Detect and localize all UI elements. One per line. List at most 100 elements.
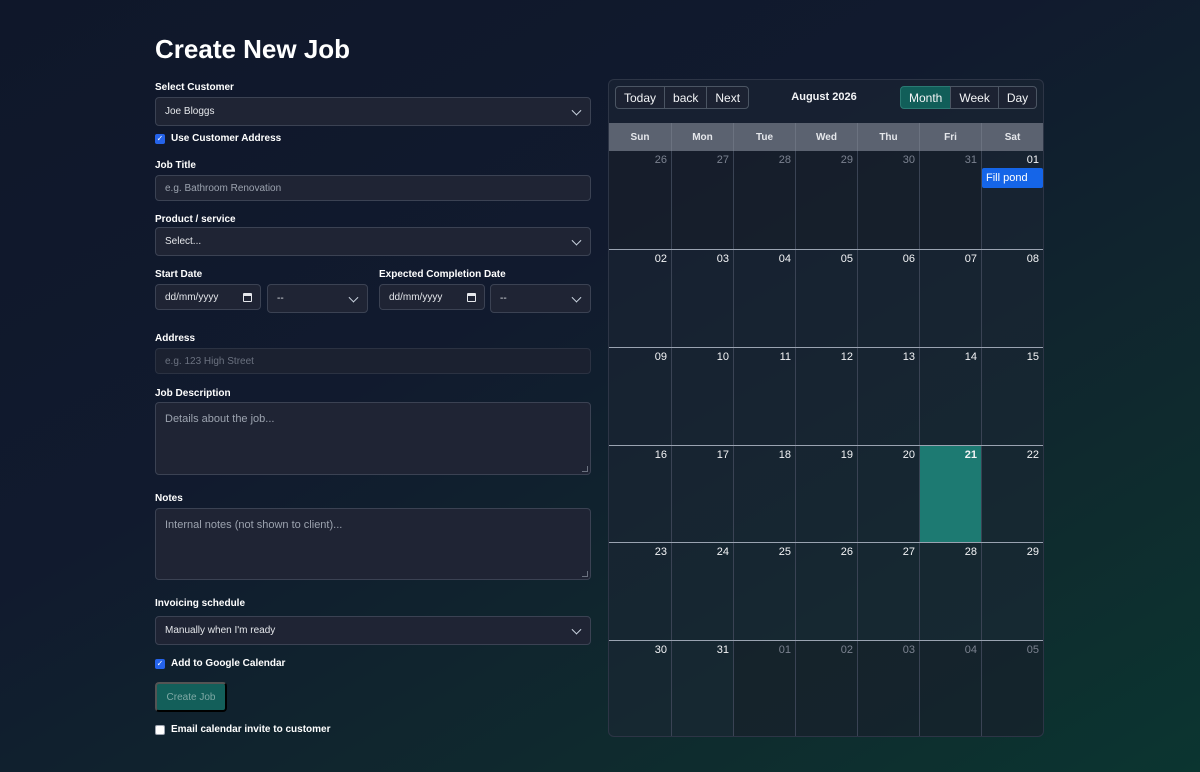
completion-date-input[interactable]: dd/mm/yyyy	[379, 284, 485, 310]
calendar-day-cell[interactable]: 11	[733, 347, 795, 445]
start-date-input[interactable]: dd/mm/yyyy	[155, 284, 261, 310]
day-number[interactable]: 19	[840, 448, 853, 461]
calendar-day-cell[interactable]: 09	[609, 348, 671, 445]
day-number[interactable]: 26	[840, 546, 853, 559]
calendar-day-cell[interactable]: 22	[981, 445, 1043, 543]
use-customer-address-checkbox[interactable]: ✓	[155, 133, 165, 144]
calendar-day-cell[interactable]: 24	[671, 543, 733, 641]
week-view-button[interactable]: Week	[950, 86, 999, 109]
calendar-day-cell[interactable]: 01	[733, 641, 795, 736]
resize-handle-icon[interactable]	[582, 571, 588, 577]
day-number[interactable]: 24	[716, 546, 729, 559]
day-number[interactable]: 10	[716, 350, 729, 363]
calendar-day-cell[interactable]: 01 Fill pond	[981, 151, 1043, 249]
day-number[interactable]: 01	[1026, 154, 1039, 166]
day-number[interactable]: 23	[654, 546, 667, 559]
calendar-day-cell[interactable]: 26	[795, 543, 857, 641]
day-number[interactable]: 04	[778, 252, 791, 265]
description-textarea[interactable]: Details about the job...	[155, 402, 591, 475]
day-number[interactable]: 07	[964, 252, 977, 265]
product-select[interactable]: Select...	[155, 227, 591, 256]
calendar-day-cell[interactable]: 08	[981, 249, 1043, 347]
day-number[interactable]: 22	[1026, 448, 1039, 461]
calendar-day-cell[interactable]: 18	[733, 445, 795, 543]
calendar-day-cell[interactable]: 06	[857, 249, 919, 347]
day-view-button[interactable]: Day	[997, 86, 1038, 109]
day-number[interactable]: 14	[964, 350, 977, 363]
use-customer-address-row[interactable]: ✓ Use Customer Address	[155, 133, 281, 144]
calendar-day-cell[interactable]: 31	[919, 151, 981, 249]
start-time-select[interactable]: --	[267, 284, 368, 313]
day-number[interactable]: 09	[654, 350, 667, 363]
day-number[interactable]: 28	[778, 154, 791, 166]
notes-textarea[interactable]: Internal notes (not shown to client)...	[155, 508, 591, 580]
calendar-icon[interactable]	[467, 293, 476, 302]
calendar-icon[interactable]	[243, 293, 252, 302]
google-calendar-row[interactable]: ✓ Add to Google Calendar	[155, 658, 285, 669]
calendar-day-cell[interactable]: 20	[857, 445, 919, 543]
calendar-day-cell[interactable]: 02	[609, 250, 671, 347]
calendar-day-cell[interactable]: 10	[671, 347, 733, 445]
calendar-day-cell[interactable]: 04	[733, 249, 795, 347]
day-number[interactable]: 30	[654, 644, 667, 657]
day-number[interactable]: 03	[902, 644, 915, 657]
day-number[interactable]: 20	[902, 448, 915, 461]
resize-handle-icon[interactable]	[582, 466, 588, 472]
calendar-day-cell[interactable]: 04	[919, 641, 981, 736]
day-number[interactable]: 06	[902, 252, 915, 265]
calendar-day-cell[interactable]: 27	[857, 543, 919, 641]
day-number[interactable]: 11	[779, 350, 791, 363]
calendar-day-cell[interactable]: 16	[609, 446, 671, 543]
calendar-day-cell[interactable]: 02	[795, 641, 857, 736]
day-number[interactable]: 04	[964, 644, 977, 657]
day-number[interactable]: 02	[840, 644, 853, 657]
calendar-day-cell[interactable]: 29	[981, 543, 1043, 641]
calendar-day-cell[interactable]: 23	[609, 543, 671, 640]
calendar-day-cell[interactable]: 14	[919, 347, 981, 445]
day-number[interactable]: 29	[840, 154, 853, 166]
calendar-day-cell[interactable]: 12	[795, 347, 857, 445]
invoicing-select[interactable]: Manually when I'm ready	[155, 616, 591, 645]
create-job-button[interactable]: Create Job	[155, 682, 227, 712]
day-number[interactable]: 05	[840, 252, 853, 265]
day-number[interactable]: 31	[964, 154, 977, 166]
calendar-day-cell[interactable]: 26	[609, 151, 671, 249]
completion-time-select[interactable]: --	[490, 284, 591, 313]
back-button[interactable]: back	[664, 86, 708, 109]
calendar-day-cell[interactable]: 15	[981, 347, 1043, 445]
day-number[interactable]: 30	[902, 154, 915, 166]
email-invite-row[interactable]: Email calendar invite to customer	[155, 724, 331, 735]
day-number[interactable]: 21	[964, 448, 977, 461]
calendar-day-cell[interactable]: 21	[919, 445, 981, 543]
calendar-day-cell[interactable]: 13	[857, 347, 919, 445]
day-number[interactable]: 01	[778, 644, 791, 657]
day-number[interactable]: 27	[716, 154, 729, 166]
day-number[interactable]: 28	[964, 546, 977, 559]
job-title-input[interactable]: e.g. Bathroom Renovation	[155, 175, 591, 201]
day-number[interactable]: 03	[716, 252, 729, 265]
day-number[interactable]: 29	[1026, 546, 1039, 559]
day-number[interactable]: 02	[654, 252, 667, 265]
day-number[interactable]: 31	[716, 644, 729, 657]
customer-select[interactable]: Joe Bloggs	[155, 97, 591, 126]
calendar-day-cell[interactable]: 29	[795, 151, 857, 249]
calendar-day-cell[interactable]: 07	[919, 249, 981, 347]
day-number[interactable]: 18	[778, 448, 791, 461]
calendar-day-cell[interactable]: 25	[733, 543, 795, 641]
day-number[interactable]: 16	[654, 448, 667, 461]
calendar-event[interactable]: Fill pond	[982, 168, 1043, 188]
calendar-day-cell[interactable]: 17	[671, 445, 733, 543]
calendar-day-cell[interactable]: 05	[795, 249, 857, 347]
calendar-day-cell[interactable]: 28	[919, 543, 981, 641]
day-number[interactable]: 25	[778, 546, 791, 559]
day-number[interactable]: 27	[902, 546, 915, 559]
day-number[interactable]: 26	[654, 154, 667, 166]
calendar-day-cell[interactable]: 30	[609, 641, 671, 736]
day-number[interactable]: 13	[902, 350, 915, 363]
next-button[interactable]: Next	[706, 86, 750, 109]
today-button[interactable]: Today	[615, 86, 666, 109]
calendar-day-cell[interactable]: 30	[857, 151, 919, 249]
calendar-day-cell[interactable]: 05	[981, 641, 1043, 736]
google-calendar-checkbox[interactable]: ✓	[155, 658, 165, 669]
calendar-day-cell[interactable]: 03	[671, 249, 733, 347]
